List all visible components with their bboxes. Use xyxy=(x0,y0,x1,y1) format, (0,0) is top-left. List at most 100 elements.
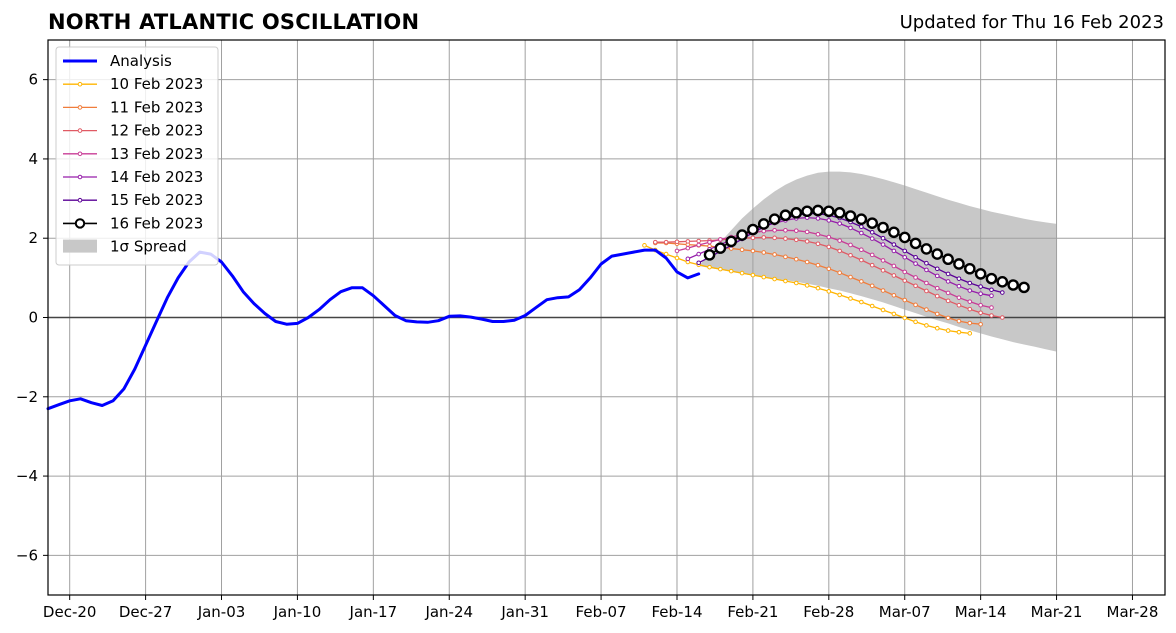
data-point xyxy=(913,261,918,266)
series-analysis xyxy=(46,248,701,411)
data-point xyxy=(869,252,875,258)
y-tick-label: 2 xyxy=(28,229,38,247)
y-tick-label: −4 xyxy=(16,467,38,485)
chart-subtitle: Updated for Thu 16 Feb 2023 xyxy=(899,12,1164,33)
data-point xyxy=(978,321,983,327)
data-point xyxy=(826,218,832,223)
spread-layer xyxy=(698,171,1057,352)
data-point xyxy=(978,302,983,308)
data-point xyxy=(866,217,878,229)
data-point xyxy=(855,213,868,225)
data-point xyxy=(859,279,864,284)
data-point xyxy=(728,268,734,274)
data-point xyxy=(956,283,962,289)
data-point xyxy=(642,243,647,248)
legend-marker xyxy=(77,128,83,133)
data-point xyxy=(891,263,897,269)
data-point xyxy=(924,260,929,266)
data-point xyxy=(772,252,777,257)
data-point xyxy=(967,331,973,336)
data-point xyxy=(848,252,853,258)
legend-marker xyxy=(77,105,83,110)
data-point xyxy=(761,228,767,234)
data-point xyxy=(761,235,767,240)
data-point xyxy=(779,209,792,222)
x-tick-label: Feb-14 xyxy=(651,603,702,621)
data-point xyxy=(967,280,973,286)
data-point xyxy=(891,248,897,254)
data-point xyxy=(747,223,759,236)
data-point xyxy=(790,207,803,219)
legend-label: 1σ Spread xyxy=(110,238,187,256)
x-tick-label: Jan-31 xyxy=(500,603,549,621)
x-tick-label: Mar-21 xyxy=(1031,603,1083,621)
data-point xyxy=(815,262,821,268)
data-point xyxy=(924,288,929,294)
data-point xyxy=(750,248,756,254)
data-point xyxy=(826,244,832,250)
x-tick-label: Mar-28 xyxy=(1107,603,1159,621)
data-point xyxy=(934,325,940,331)
legend-entry: 12 Feb 2023 xyxy=(63,122,203,140)
data-point xyxy=(902,315,908,321)
data-point xyxy=(750,235,756,241)
data-point xyxy=(902,278,908,283)
data-point xyxy=(848,274,853,280)
data-point xyxy=(924,307,929,312)
data-point xyxy=(967,320,973,326)
legend-label: Analysis xyxy=(110,52,172,70)
data-point xyxy=(924,267,929,273)
data-point xyxy=(718,237,723,242)
legend-label: 12 Feb 2023 xyxy=(110,122,203,140)
data-point xyxy=(696,242,701,248)
data-point xyxy=(833,207,846,219)
data-point xyxy=(815,216,821,221)
data-point xyxy=(783,227,788,233)
y-tick-label: 4 xyxy=(28,150,38,168)
data-point xyxy=(902,248,908,254)
x-tick-label: Mar-07 xyxy=(879,603,931,621)
spread-band xyxy=(698,171,1057,352)
data-point xyxy=(826,234,832,240)
legend-box xyxy=(55,46,219,266)
data-point xyxy=(869,262,875,268)
data-point xyxy=(804,239,810,244)
legend: Analysis 10 Feb 2023 11 Feb 2023 12 Feb 202… xyxy=(55,46,219,266)
data-point xyxy=(891,242,897,247)
data-point xyxy=(663,251,669,257)
legend-marker xyxy=(77,174,83,180)
data-point xyxy=(891,273,897,278)
data-point xyxy=(707,264,712,270)
data-point xyxy=(696,251,701,257)
x-tick-label: Mar-14 xyxy=(955,603,1007,621)
data-point xyxy=(967,288,973,293)
data-point xyxy=(815,285,821,291)
legend-entry: 16 Feb 2023 xyxy=(63,214,203,232)
data-point xyxy=(736,229,748,241)
data-point xyxy=(989,293,994,298)
data-point xyxy=(815,231,821,237)
data-point xyxy=(909,237,922,250)
data-point xyxy=(891,293,897,298)
data-point xyxy=(703,249,716,261)
data-point xyxy=(869,236,875,241)
data-point xyxy=(804,259,810,265)
data-point xyxy=(913,275,918,280)
y-tick-label: 6 xyxy=(28,71,38,89)
data-point xyxy=(783,254,788,260)
data-point xyxy=(826,266,832,272)
data-point xyxy=(653,239,658,245)
data-point xyxy=(877,221,889,234)
data-point xyxy=(869,283,875,289)
data-point xyxy=(757,218,770,230)
data-point xyxy=(869,229,875,235)
data-point xyxy=(953,258,965,270)
x-tick-label: Jan-17 xyxy=(349,603,398,621)
data-point xyxy=(674,248,680,254)
data-point xyxy=(859,224,864,230)
data-point xyxy=(859,230,864,236)
data-point xyxy=(880,307,886,313)
data-point xyxy=(793,280,799,286)
legend-label: 13 Feb 2023 xyxy=(110,145,203,163)
data-point xyxy=(945,271,951,277)
